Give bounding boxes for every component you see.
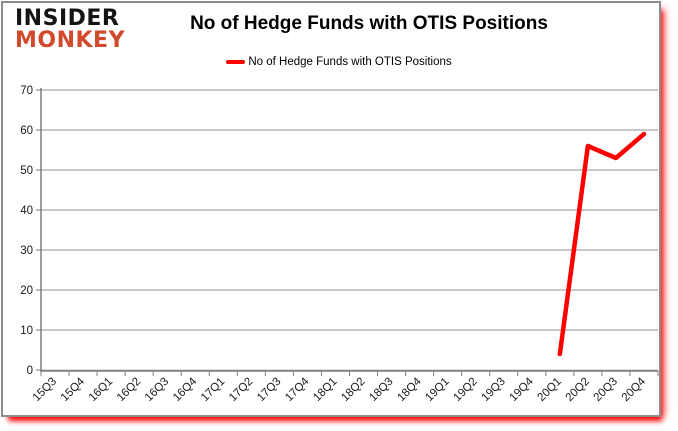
x-tick-label: 16Q3 — [143, 376, 171, 404]
chart-frame — [1, 1, 661, 417]
legend: No of Hedge Funds with OTIS Positions — [0, 56, 678, 68]
x-tick-label: 20Q1 — [536, 376, 564, 404]
x-tick-label: 17Q3 — [255, 376, 283, 404]
legend-line-swatch — [226, 60, 246, 64]
insider-monkey-logo: INSIDER MONKEY — [15, 8, 125, 51]
chart-title: No of Hedge Funds with OTIS Positions — [190, 13, 548, 34]
x-tick-label: 17Q2 — [227, 376, 255, 404]
y-tick-label: 50 — [20, 165, 33, 177]
x-tick-label: 16Q2 — [115, 376, 143, 404]
logo-text-insider: INSIDER — [15, 6, 120, 31]
x-tick-label: 20Q4 — [620, 375, 649, 404]
x-tick-label: 19Q1 — [423, 376, 451, 404]
x-tick-label: 15Q3 — [31, 376, 59, 404]
x-tick-label: 17Q1 — [199, 376, 227, 404]
x-tick-label: 15Q4 — [59, 375, 88, 404]
x-tick-label: 16Q4 — [171, 375, 200, 404]
x-tick-label: 19Q2 — [451, 376, 479, 404]
x-tick-label: 16Q1 — [87, 376, 115, 404]
x-tick-label: 19Q4 — [508, 375, 537, 404]
y-tick-label: 20 — [20, 285, 33, 297]
logo-text-monkey: MONKEY — [15, 27, 126, 53]
y-tick-label: 60 — [20, 125, 33, 137]
x-tick-label: 20Q2 — [564, 376, 592, 404]
x-tick-label: 19Q3 — [479, 376, 507, 404]
x-tick-label: 18Q2 — [339, 376, 367, 404]
y-tick-label: 30 — [20, 245, 33, 257]
y-tick-label: 70 — [20, 85, 33, 97]
x-tick-label: 18Q3 — [367, 376, 395, 404]
y-tick-label: 10 — [20, 325, 33, 337]
x-tick-label: 20Q3 — [592, 376, 620, 404]
legend-label: No of Hedge Funds with OTIS Positions — [248, 56, 452, 68]
x-tick-label: 18Q4 — [395, 375, 424, 404]
y-tick-label: 40 — [20, 205, 33, 217]
y-tick-label: 0 — [27, 365, 33, 377]
series-line-hedge-fund-positions — [557, 131, 647, 357]
x-tick-label: 18Q1 — [311, 376, 339, 404]
x-tick-label: 17Q4 — [283, 375, 312, 404]
